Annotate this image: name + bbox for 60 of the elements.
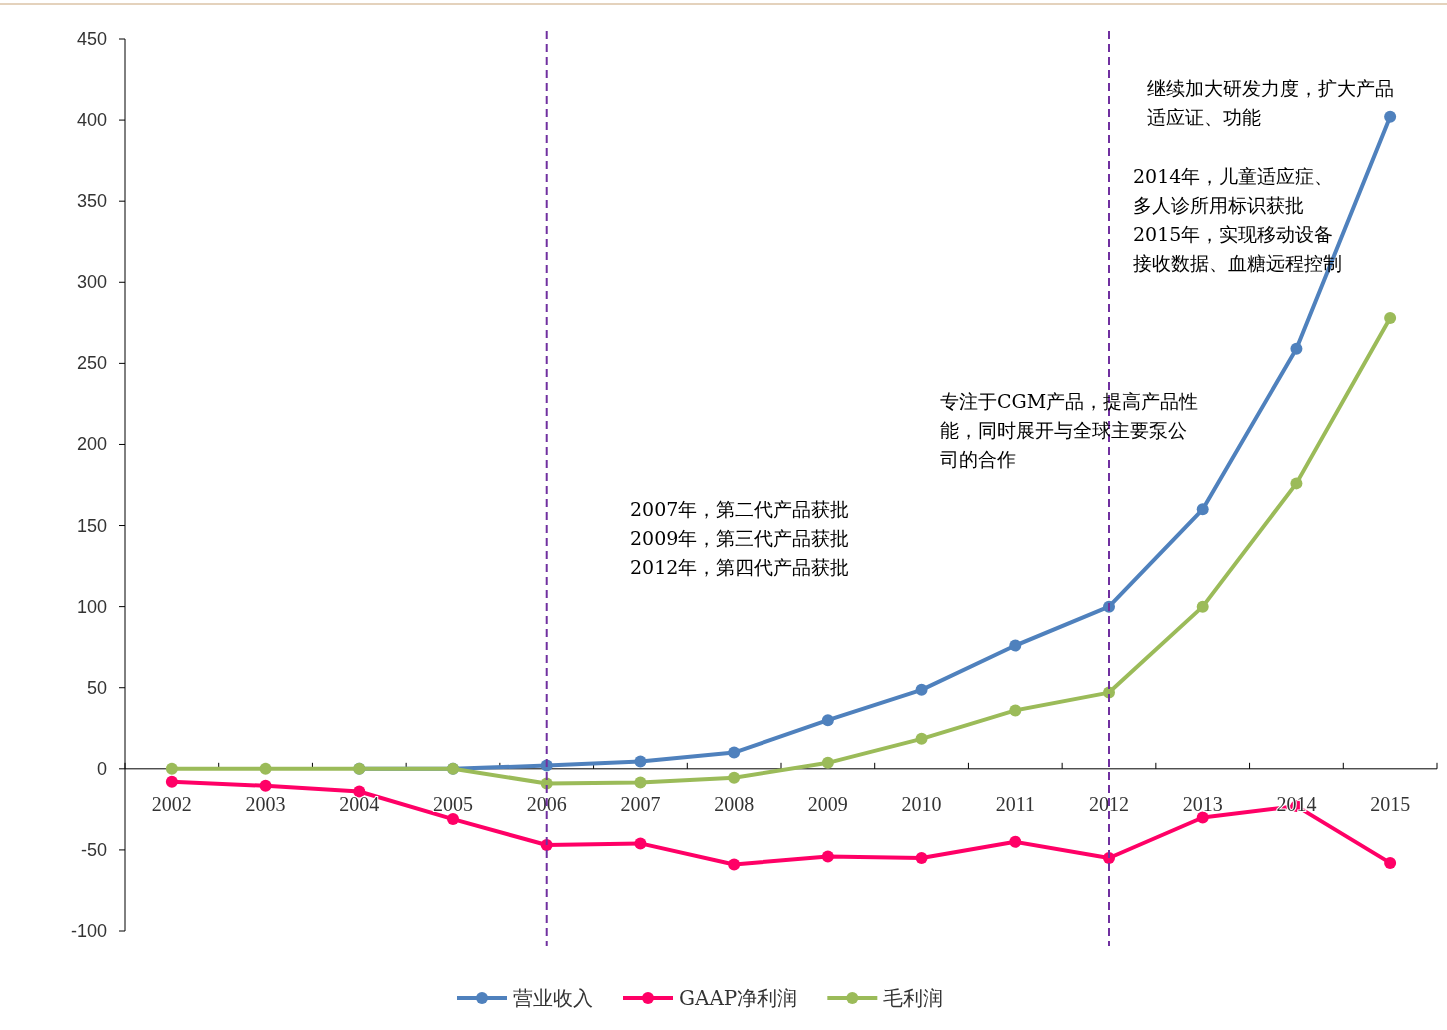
x-tick-label: 2009	[807, 792, 848, 815]
point	[1290, 342, 1303, 355]
x-tick-label: 2013	[1182, 792, 1223, 815]
y-tick-label: 50	[86, 677, 107, 698]
x-tick-label: 2004	[339, 792, 380, 815]
point	[821, 850, 834, 863]
x-tick-label: 2002	[151, 792, 192, 815]
point	[1196, 503, 1209, 516]
y-tick-label: 200	[76, 434, 107, 455]
point	[1196, 811, 1209, 824]
point	[259, 779, 272, 792]
x-tick-label: 2006	[526, 792, 567, 815]
point	[634, 837, 647, 850]
point	[165, 762, 178, 775]
point	[1384, 110, 1397, 123]
point	[915, 683, 928, 696]
point	[1009, 835, 1022, 848]
point	[1384, 311, 1397, 324]
y-tick-label: 350	[76, 191, 107, 212]
point	[1384, 856, 1397, 869]
y-tick-label: 100	[76, 596, 107, 617]
point	[915, 732, 928, 745]
point	[634, 755, 647, 768]
y-tick-label: 0	[96, 758, 107, 779]
y-tick-label: 300	[76, 272, 107, 293]
x-tick-label: 2003	[245, 792, 286, 815]
y-tick-label: -100	[70, 921, 107, 941]
y-tick-label: -50	[80, 839, 107, 860]
point	[353, 785, 366, 798]
point	[728, 746, 741, 759]
point	[1196, 600, 1209, 613]
point	[259, 762, 272, 775]
point	[1009, 639, 1022, 652]
legend-label: 营业收入	[513, 986, 593, 1010]
legend-label: GAAP净利润	[679, 986, 798, 1010]
legend-label: 毛利润	[883, 986, 944, 1010]
x-tick-label: 2015	[1370, 792, 1411, 815]
annotation: 专注于CGM产品，提高产品性能，同时展开与全球主要泵公司的合作	[940, 390, 1199, 470]
point	[728, 771, 741, 784]
point	[728, 858, 741, 871]
y-tick-label: 400	[76, 110, 107, 131]
x-tick-label: 2011	[995, 792, 1035, 815]
point	[1290, 477, 1303, 490]
point	[821, 714, 834, 727]
annotation: 2007年，第二代产品获批 2009年，第三代产品获批 2012年，第四代产品获批	[630, 498, 850, 578]
point	[447, 813, 459, 826]
y-tick-label: 150	[76, 515, 107, 536]
point	[634, 776, 647, 789]
point	[1009, 704, 1022, 717]
y-tick-label: 250	[76, 353, 107, 374]
x-tick-label: 2008	[714, 792, 755, 815]
x-tick-label: 2012	[1089, 792, 1129, 815]
point	[821, 756, 834, 769]
x-tick-label: 2007	[620, 792, 661, 815]
y-tick-label: 450	[76, 29, 107, 49]
point	[915, 852, 928, 865]
annotation: 继续加大研发力度，扩大产品适应证、功能	[1147, 77, 1394, 128]
x-tick-label: 2010	[901, 792, 942, 815]
x-tick-label: 2005	[433, 792, 473, 815]
point	[165, 775, 178, 788]
